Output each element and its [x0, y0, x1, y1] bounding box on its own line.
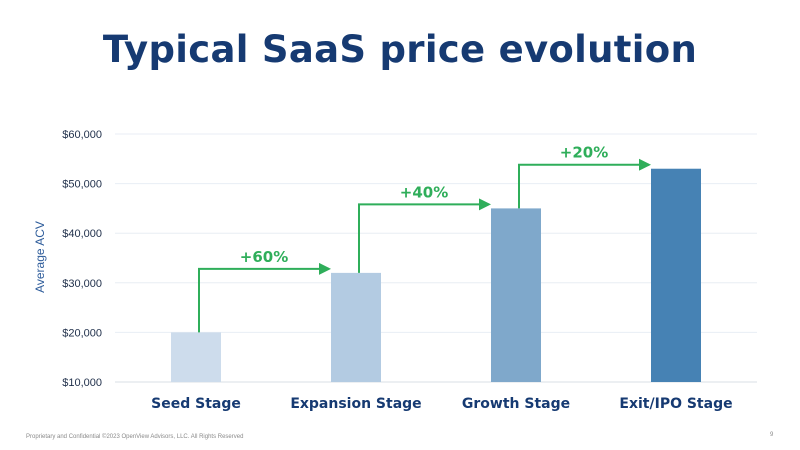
growth-arrow — [198, 262, 331, 333]
gridlines — [115, 133, 757, 383]
y-axis-label: Average ACV — [33, 221, 47, 293]
y-tick-label: $20,000 — [62, 327, 102, 339]
y-tick-label: $40,000 — [62, 228, 102, 240]
growth-arrow — [358, 198, 491, 273]
bar — [171, 332, 221, 382]
x-category-label: Expansion Stage — [290, 396, 421, 412]
y-tick-label: $10,000 — [62, 377, 102, 389]
growth-label: +60% — [240, 248, 288, 266]
growth-arrow — [518, 158, 651, 209]
x-category-label: Growth Stage — [462, 396, 570, 412]
growth-label: +20% — [560, 144, 608, 162]
bar — [491, 208, 541, 382]
footer-copyright: Proprietary and Confidential ©2023 OpenV… — [26, 434, 244, 440]
x-category-label: Exit/IPO Stage — [619, 396, 732, 412]
growth-annotations: +60% +40% +20% — [198, 144, 651, 333]
bar — [331, 272, 381, 382]
y-tick-label: $50,000 — [62, 179, 102, 191]
y-axis-ticks: $10,000 $20,000 $30,000 $40,000 $50,000 $60,0… — [62, 129, 102, 389]
bar — [651, 168, 701, 382]
x-axis-categories: Seed Stage Expansion Stage Growth Stage Exi… — [151, 396, 732, 412]
page-number: 9 — [770, 432, 774, 438]
bars — [171, 168, 701, 382]
x-category-label: Seed Stage — [151, 396, 241, 412]
growth-label: +40% — [400, 183, 448, 201]
y-tick-label: $60,000 — [62, 129, 102, 141]
page-title: Typical SaaS price evolution — [102, 28, 698, 71]
y-tick-label: $30,000 — [62, 278, 102, 290]
